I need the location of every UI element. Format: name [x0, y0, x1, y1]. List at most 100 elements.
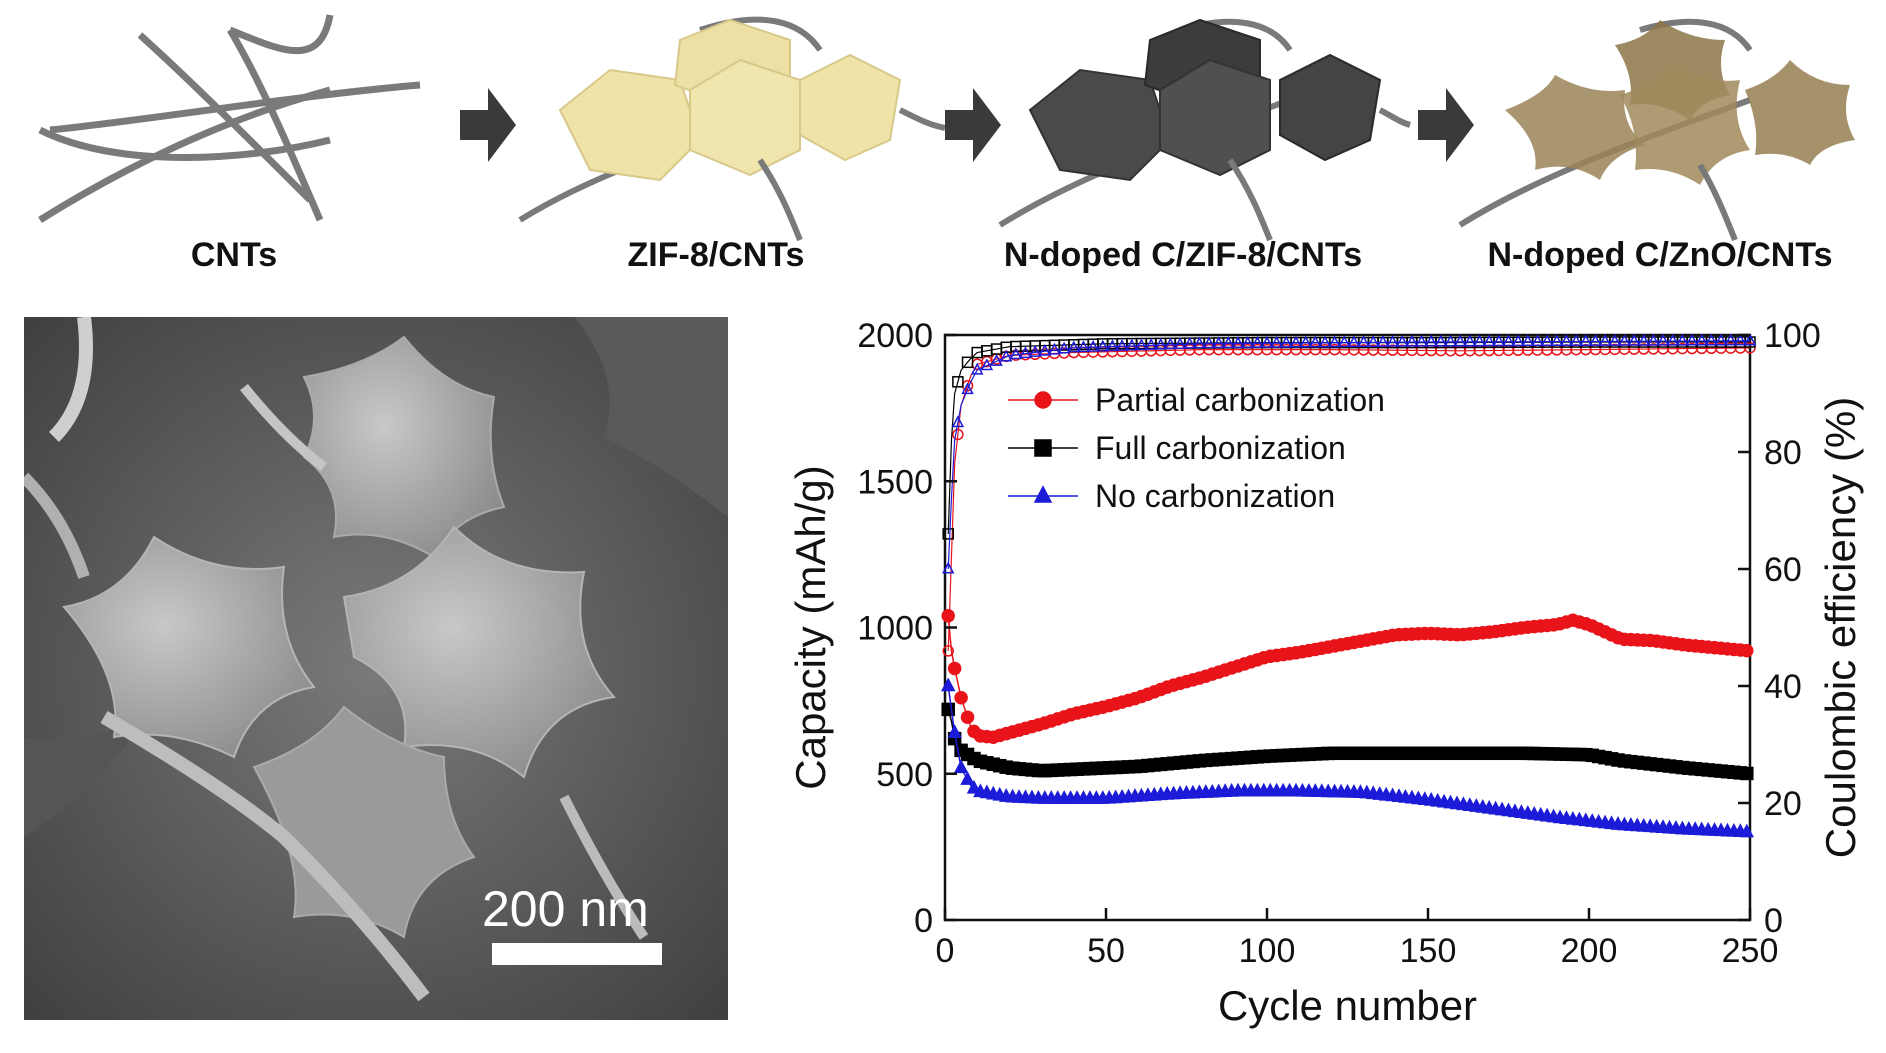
- efficiency-point: [1695, 333, 1708, 346]
- efficiency-point: [1666, 333, 1679, 346]
- efficiency-point: [1656, 333, 1670, 346]
- capacity-point: [947, 724, 962, 739]
- efficiency-point: [1386, 334, 1399, 347]
- efficiency-point: [1260, 335, 1274, 348]
- efficiency-point: [1618, 333, 1631, 346]
- efficiency-point: [1415, 334, 1428, 347]
- legend-label: Partial carbonization: [1095, 382, 1385, 418]
- efficiency-point: [1569, 334, 1583, 346]
- efficiency-point: [1744, 336, 1756, 348]
- efficiency-point: [1724, 333, 1737, 346]
- efficiency-point: [952, 376, 964, 388]
- efficiency-point: [1453, 334, 1467, 347]
- y-tick-label: 2000: [857, 317, 933, 355]
- y-tick-label: 0: [914, 902, 933, 940]
- efficiency-point: [1743, 333, 1757, 346]
- efficiency-point: [1231, 336, 1245, 348]
- x-tick-label: 0: [936, 932, 955, 970]
- cycling-performance-chart: 0 50 100 150 200 2500500100015002000020406080…: [787, 317, 1864, 1029]
- efficiency-point: [1685, 333, 1699, 346]
- efficiency-point: [1473, 334, 1486, 347]
- efficiency-point: [1028, 345, 1042, 357]
- efficiency-line: [947, 341, 1750, 534]
- capacity-point: [953, 759, 969, 774]
- efficiency-point: [1057, 341, 1071, 354]
- efficiency-point: [1038, 343, 1052, 356]
- efficiency-point: [1077, 340, 1090, 353]
- x-tick-label: 100: [1239, 932, 1296, 970]
- legend-item-partial-carbonization: Partial carbonization: [1008, 382, 1385, 418]
- plot-border: [943, 333, 1752, 922]
- capacity-point: [941, 609, 955, 623]
- efficiency-point: [1357, 335, 1370, 348]
- y2-tick-label: 60: [1764, 551, 1802, 589]
- efficiency-point: [1463, 334, 1477, 347]
- legend-label: No carbonization: [1095, 478, 1335, 514]
- efficiency-point: [1676, 333, 1689, 346]
- efficiency-point: [1106, 339, 1119, 352]
- x-tick-label: 250: [1722, 932, 1779, 970]
- efficiency-point: [1434, 334, 1448, 347]
- efficiency-point: [961, 356, 974, 369]
- efficiency-line: [947, 340, 1751, 570]
- efficiency-point: [1173, 337, 1187, 349]
- y2-tick-label: 40: [1764, 668, 1802, 706]
- efficiency-point: [1647, 333, 1660, 346]
- efficiency-point: [999, 349, 1013, 362]
- efficiency-point: [1193, 336, 1206, 349]
- efficiency-point: [942, 645, 954, 657]
- synthesis-scheme: [38, 14, 1855, 242]
- legend-label: Full carbonization: [1095, 430, 1346, 466]
- efficiency-point: [980, 358, 994, 371]
- efficiency-point: [1164, 337, 1177, 350]
- efficiency-point: [1598, 334, 1612, 346]
- efficiency-point: [1251, 335, 1264, 348]
- efficiency-point: [952, 428, 964, 441]
- cnt-bundle-icon: [38, 14, 421, 223]
- efficiency-point: [1705, 333, 1718, 346]
- efficiency-point: [1115, 338, 1129, 351]
- y-tick-label: 1000: [857, 610, 933, 648]
- efficiency-point: [1734, 333, 1747, 346]
- efficiency-point: [1376, 335, 1390, 347]
- efficiency-point: [951, 415, 965, 428]
- efficiency-point: [1405, 334, 1419, 347]
- efficiency-point: [1482, 334, 1496, 347]
- x-tick-label: 50: [1087, 932, 1125, 970]
- legend-marker: [1034, 391, 1052, 409]
- stage-label-ndoped-c-zno-cnts: N-doped C/ZnO/CNTs: [1487, 236, 1833, 274]
- efficiency-point: [1627, 333, 1641, 346]
- x-axis-title: Cycle number: [1218, 982, 1477, 1029]
- efficiency-point: [1096, 339, 1110, 352]
- efficiency-point: [1424, 334, 1438, 347]
- capacity-point: [1740, 766, 1754, 781]
- efficiency-point: [1367, 335, 1380, 347]
- efficiency-point: [1009, 347, 1023, 360]
- axes-layer: 0 50 100 150 200 2500500100015002000020406080…: [857, 317, 1820, 970]
- efficiency-point: [1521, 334, 1535, 347]
- efficiency-point: [1241, 336, 1254, 348]
- carbon-coated-crystals-icon: [998, 18, 1411, 242]
- legend-marker: [1034, 439, 1052, 457]
- efficiency-point: [1637, 333, 1650, 346]
- efficiency-point: [1144, 338, 1158, 350]
- efficiency-point: [1744, 342, 1756, 354]
- stage-label-ndoped-c-zif8-cnts: N-doped C/ZIF-8/CNTs: [1003, 236, 1363, 274]
- efficiency-point: [1502, 334, 1515, 347]
- efficiency-point: [1289, 335, 1303, 348]
- efficiency-point: [1202, 336, 1216, 349]
- efficiency-point: [1511, 334, 1525, 347]
- capacity-point: [947, 661, 962, 676]
- series-layer: [940, 333, 1757, 838]
- efficiency-point: [1318, 335, 1332, 348]
- efficiency-point: [1338, 335, 1351, 348]
- efficiency-point: [1444, 334, 1457, 347]
- arrow-icon: [460, 88, 516, 162]
- capacity-point: [960, 710, 975, 724]
- efficiency-point: [1048, 342, 1061, 355]
- efficiency-point: [1309, 335, 1322, 348]
- y2-tick-label: 0: [1764, 902, 1783, 940]
- x-tick-label: 150: [1400, 932, 1457, 970]
- efficiency-point: [1579, 334, 1593, 346]
- efficiency-point: [1531, 334, 1544, 347]
